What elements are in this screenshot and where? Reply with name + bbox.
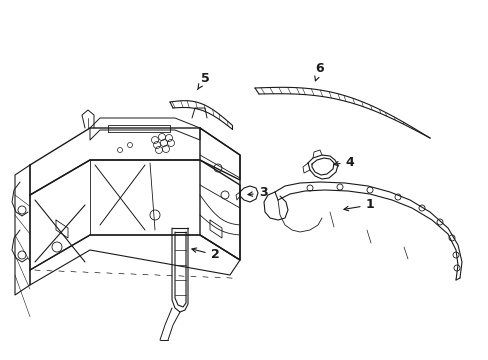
Text: 6: 6 (314, 62, 324, 81)
Text: 2: 2 (191, 248, 219, 261)
Text: 5: 5 (197, 72, 209, 90)
Text: 3: 3 (247, 186, 267, 199)
Text: 1: 1 (343, 198, 374, 211)
Text: 4: 4 (333, 156, 354, 168)
